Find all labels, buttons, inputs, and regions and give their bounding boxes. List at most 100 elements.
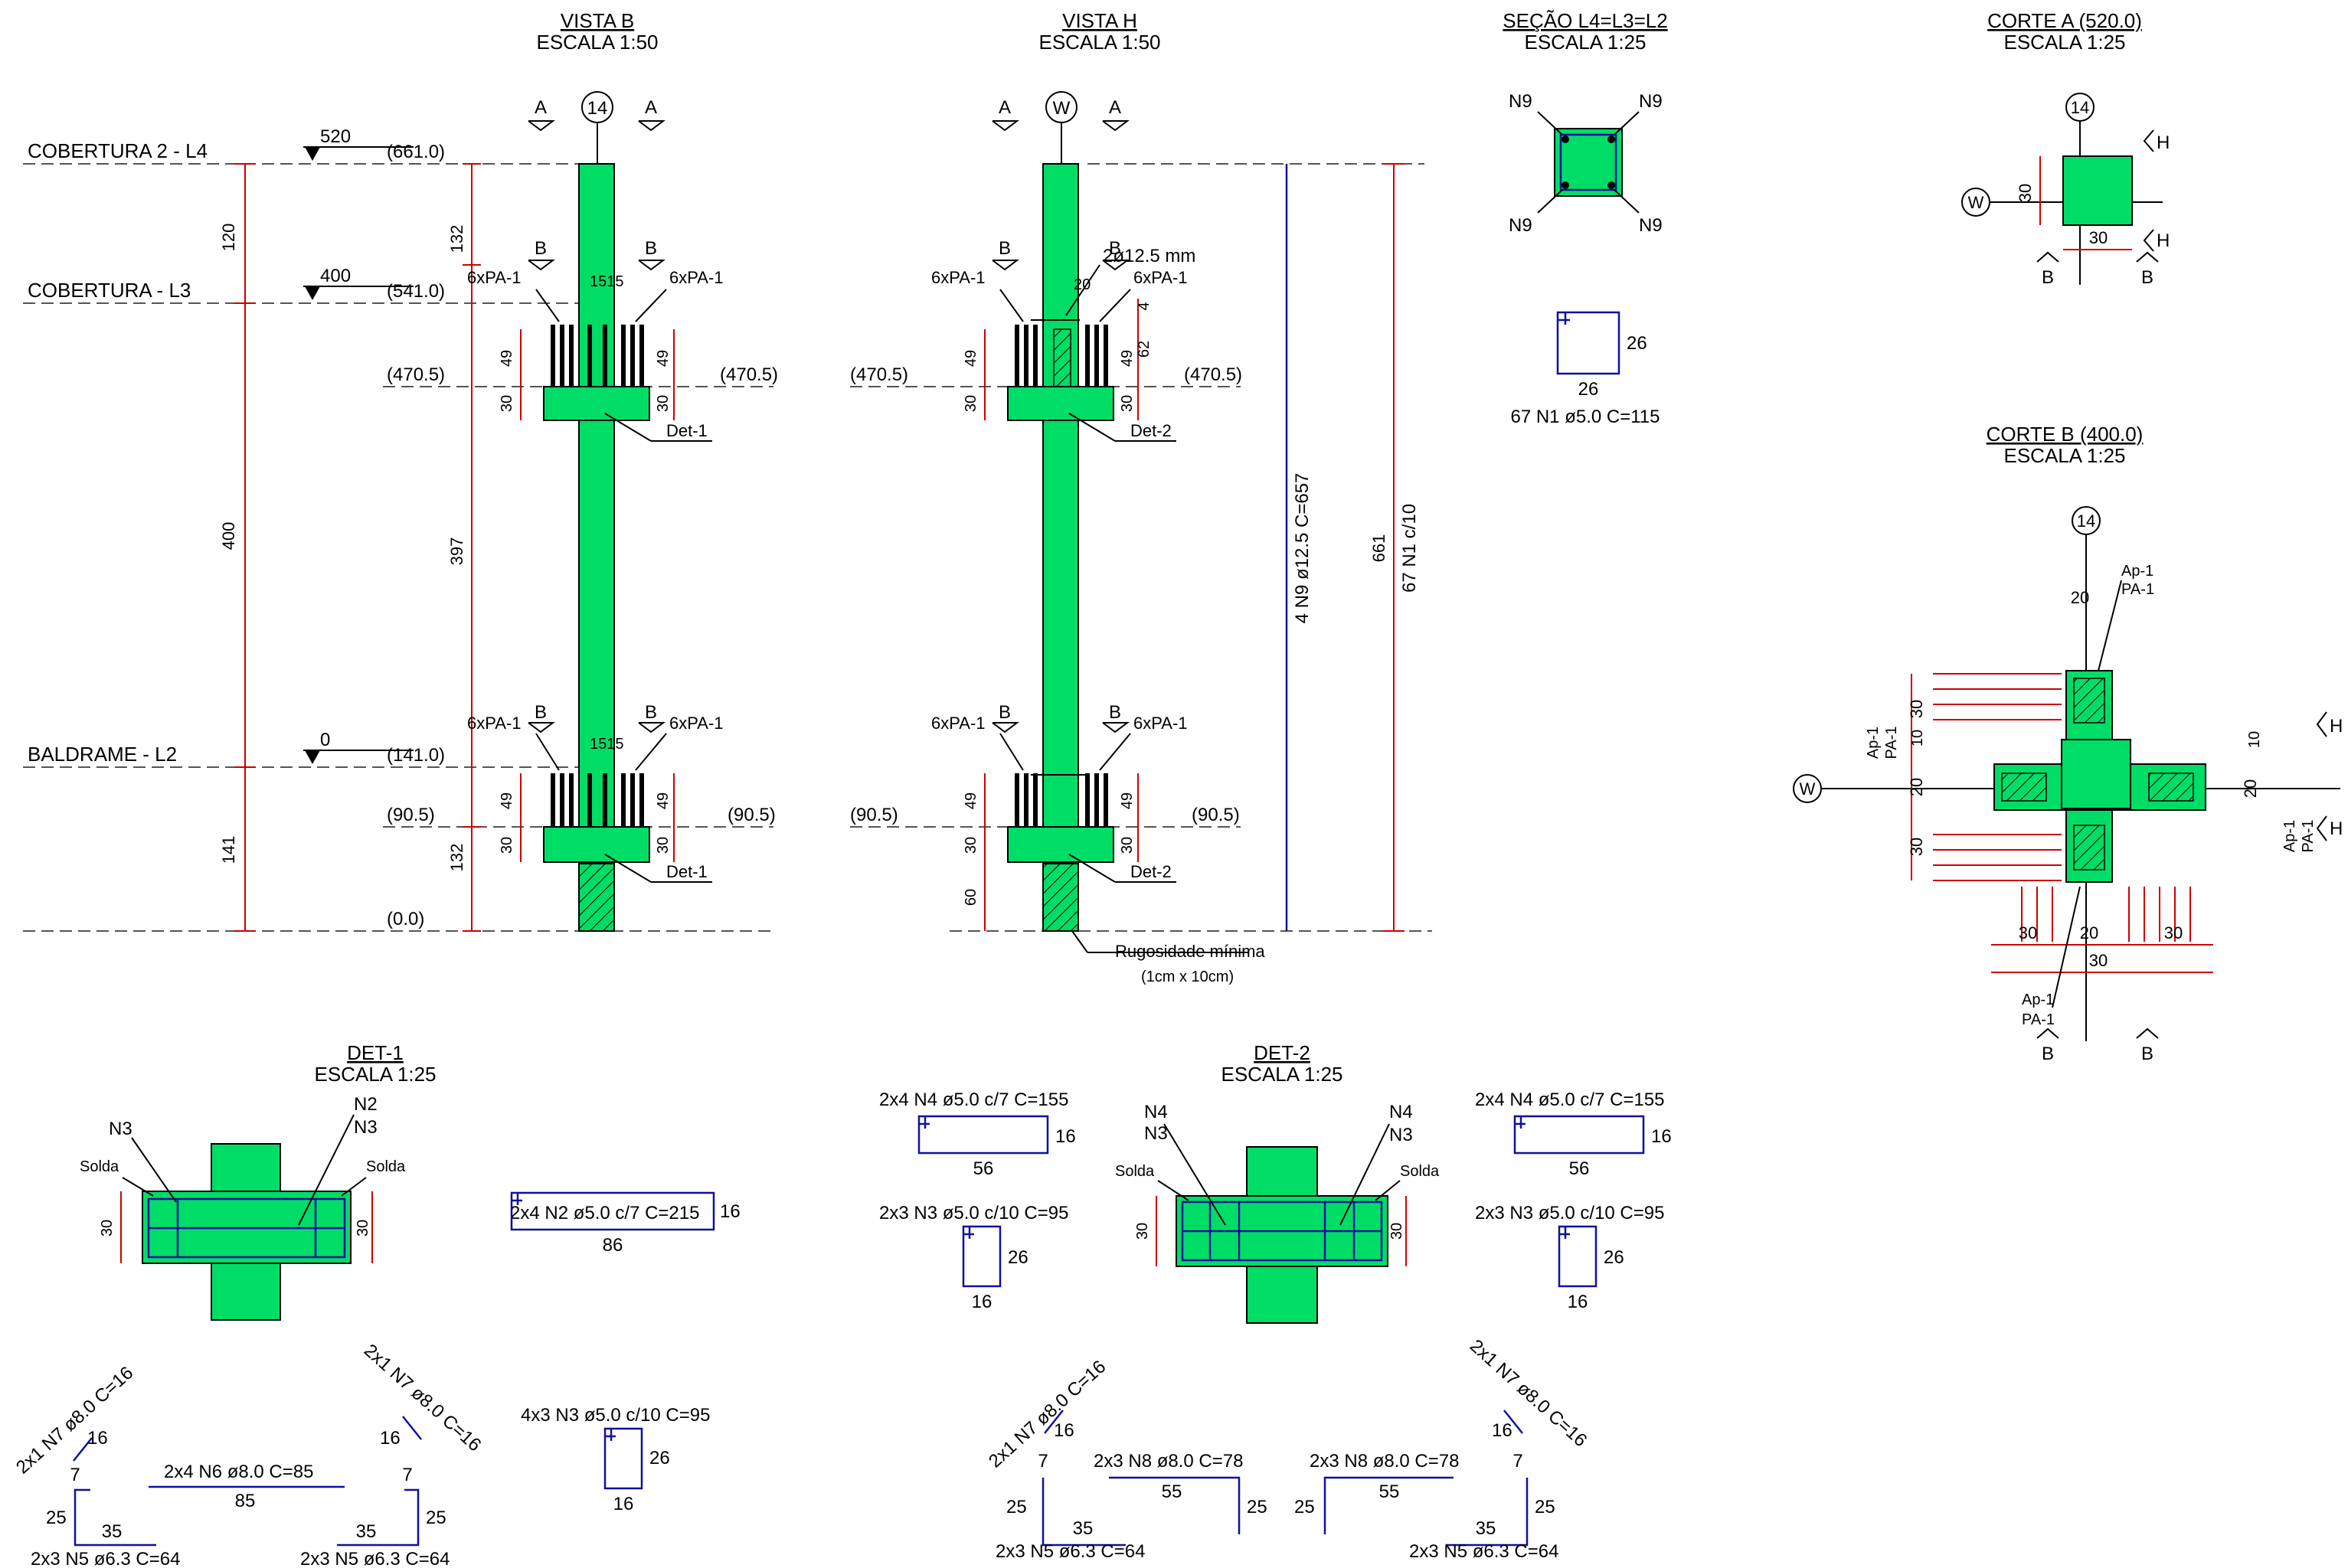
stirrup-side-bottom: 26	[1578, 379, 1599, 400]
section-mark-b-upper-right: B	[645, 238, 657, 259]
det1-n5-c-right: 35	[356, 1521, 377, 1542]
corte-b: CORTE B (400.0) ESCALA 1:25 14 W	[1793, 423, 2343, 1064]
det1-title: DET-1	[347, 1041, 404, 1064]
det2-n5-title-right: 2x3 N5 ø6.3 C=64	[1409, 1541, 1558, 1562]
det1-solda-right: Solda	[366, 1158, 406, 1175]
det2-n4-right: N4	[1389, 1102, 1413, 1122]
dimension-chain-left: 120 400 141	[219, 163, 256, 932]
det1-h-left: 30	[99, 1220, 116, 1236]
det2-n4-title-left: 2x4 N4 ø5.0 c/7 C=155	[879, 1089, 1068, 1110]
dim-h-30-ll: 30	[963, 837, 979, 854]
corte-b-dim-20-top: 20	[2071, 588, 2089, 607]
det2-n3-left: N3	[1144, 1123, 1168, 1144]
corte-b-dim-10-r: 10	[2246, 731, 2263, 748]
section-mark-h-a-left: A	[999, 97, 1011, 118]
pa-label-h-ll: 6xPA-1	[931, 714, 986, 733]
det1-n5-a-left: 7	[70, 1465, 80, 1485]
secao-scale: ESCALA 1:25	[1525, 31, 1647, 54]
corte-a-h-bot: H	[2157, 230, 2170, 251]
level-marker-l3: 400	[303, 266, 414, 300]
section-mark-b-lower-left: B	[535, 702, 547, 723]
corte-b-dim-20-b: 20	[2080, 923, 2098, 942]
det1-scale: ESCALA 1:25	[315, 1063, 437, 1086]
n9-br: N9	[1639, 215, 1663, 236]
det1-n5-left-shape	[74, 1488, 156, 1547]
det2-n8-title-right: 2x3 N8 ø8.0 C=78	[1310, 1451, 1459, 1472]
section-mark-h-b-ll: B	[999, 702, 1011, 723]
det1-n2-w: 86	[603, 1235, 623, 1256]
det2-n8-len-left: 55	[1162, 1481, 1182, 1502]
det2-n5-right-shape	[1446, 1478, 1529, 1547]
det2-n5-a-left: 7	[1038, 1451, 1048, 1472]
det-label-lower-h: Det-2	[1130, 862, 1172, 881]
dimension-chain-column: 132 397 132	[447, 163, 481, 932]
pa-gap-lower: 1515	[590, 736, 624, 753]
corte-b-bars-left	[1933, 673, 2062, 881]
column-base-hatch-b	[578, 863, 615, 932]
det2-n4-w-right: 56	[1569, 1158, 1590, 1179]
det1-n5-b-left: 25	[46, 1508, 67, 1528]
vista-h-title: VISTA H	[1062, 9, 1137, 32]
det2-n3-right: N3	[1389, 1125, 1413, 1145]
vista-b: VISTA B ESCALA 1:50 COBERTURA 2 - L4 COB…	[23, 9, 778, 932]
det1-n2-shape	[510, 1191, 715, 1231]
corte-b-dim-30-bot: 30	[1907, 838, 1926, 856]
section-mark-h-b-ul: B	[999, 238, 1011, 259]
det1-n5-c-left: 35	[102, 1521, 123, 1542]
corte-b-ap-bottom: Ap-1	[2022, 991, 2054, 1008]
dim-corbel-49-ur: 49	[655, 350, 672, 367]
dim-corbel-30-ur: 30	[655, 395, 672, 412]
dim-h-60: 60	[963, 889, 979, 906]
stirrup-dim	[1383, 163, 1405, 932]
det2-n4-w-left: 56	[973, 1158, 994, 1179]
corte-b-axis-14: 14	[2077, 511, 2095, 531]
vista-b-title: VISTA B	[561, 9, 634, 32]
corte-b-pa-left: PA-1	[1883, 727, 1900, 760]
elev-h-lower-right: (90.5)	[1192, 805, 1240, 825]
stirrup-n1-shape	[1556, 311, 1620, 375]
elev-base: (0.0)	[387, 909, 424, 929]
det2-n8-h-right: 25	[1294, 1497, 1315, 1517]
det2-n3-title-right: 2x3 N3 ø5.0 c/10 C=95	[1475, 1203, 1664, 1223]
axis-label-w: W	[1053, 98, 1071, 119]
bar-note-h: 2ø12.5 mm	[1103, 246, 1195, 266]
pa-label-lower-left: 6xPA-1	[467, 714, 522, 733]
stirrup-dim-661: 661	[1369, 534, 1388, 563]
elev-upper-corbel-left: (470.5)	[387, 364, 445, 385]
elev-l3: (541.0)	[387, 281, 445, 302]
det2-n3-h-right: 26	[1604, 1247, 1624, 1268]
vista-b-scale: ESCALA 1:50	[537, 31, 659, 54]
dim-h-62: 62	[1136, 341, 1153, 358]
det2-n4-left: N4	[1144, 1102, 1168, 1122]
det2-n4-shape-left	[917, 1115, 1049, 1155]
stirrups-label: 67 N1 c/10	[1399, 504, 1420, 593]
dim-col-132-top: 132	[447, 225, 466, 253]
corte-b-h-bot: H	[2330, 818, 2343, 839]
vista-h-scale: ESCALA 1:50	[1039, 31, 1161, 54]
corte-a-b-right: B	[2141, 267, 2153, 288]
dim-h-49-lr: 49	[1119, 792, 1136, 809]
det1-n3-shape	[603, 1427, 643, 1490]
corte-a-column	[2062, 155, 2133, 226]
det1-n3-w: 16	[613, 1494, 634, 1514]
elev-lower-corbel-right: (90.5)	[728, 805, 776, 825]
dim-h-49-ll: 49	[963, 792, 979, 809]
det-2: DET-2 ESCALA 1:25 30 30 N4 N3 N4 N3 Sold…	[879, 1041, 1672, 1562]
dim-col-132-bottom: 132	[447, 844, 466, 872]
vista-h: VISTA H ESCALA 1:50 (470.5) (470.5) (90.…	[850, 9, 1432, 985]
axis-bubble-14	[581, 91, 613, 123]
det1-n2-h: 16	[720, 1201, 741, 1222]
level-name-l4: COBERTURA 2 - L4	[28, 139, 208, 162]
det-label-lower-b: Det-1	[666, 862, 708, 881]
det2-h-left: 30	[1134, 1223, 1151, 1240]
corte-b-dim-10: 10	[1909, 730, 1926, 746]
corte-b-dim-20-r: 20	[2241, 779, 2260, 798]
corte-b-title: CORTE B (400.0)	[1987, 423, 2144, 446]
det2-solda-right: Solda	[1400, 1163, 1440, 1180]
upper-corbel-b	[520, 325, 675, 421]
elev-h-upper-right: (470.5)	[1184, 364, 1242, 385]
elev-h-lower-left: (90.5)	[850, 805, 898, 825]
axis-label-14: 14	[587, 98, 608, 119]
pa-label-h-ur: 6xPA-1	[1133, 268, 1188, 287]
det1-n7-len-left: 16	[87, 1428, 108, 1449]
